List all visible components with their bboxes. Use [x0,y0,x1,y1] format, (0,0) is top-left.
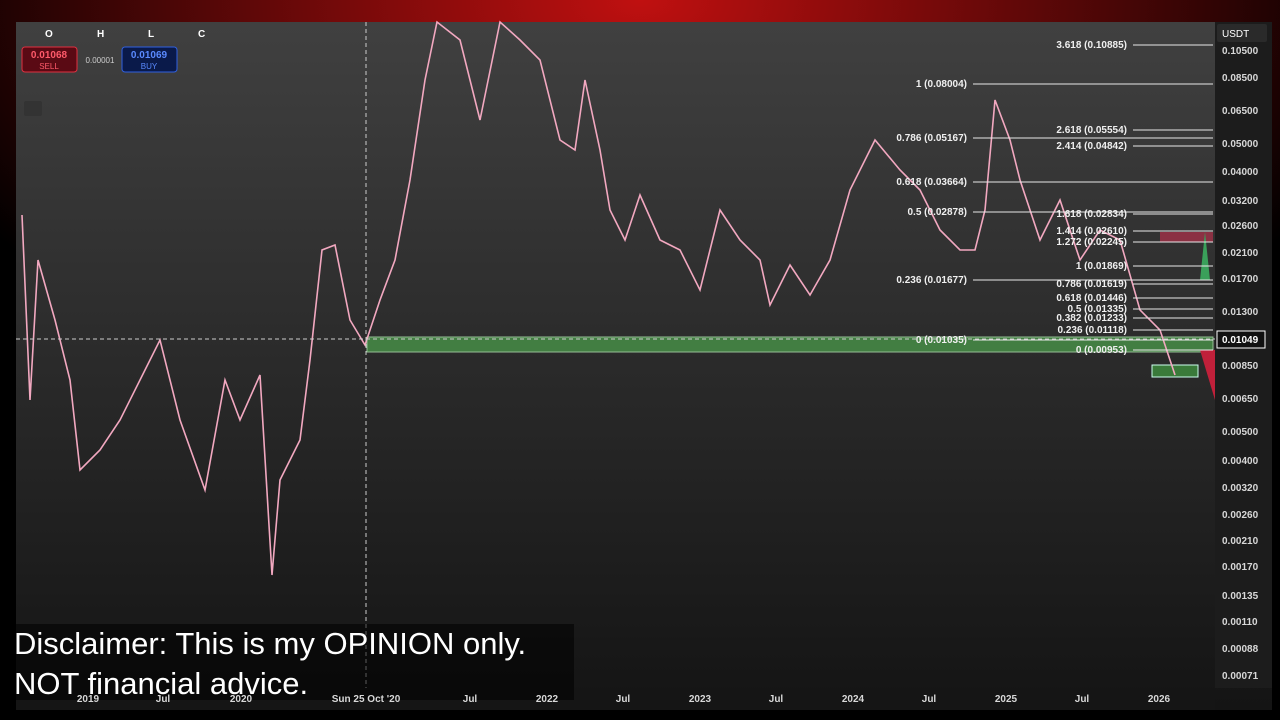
price-tick-label: 0.01300 [1222,307,1259,318]
price-tick-label: 0.02600 [1222,221,1259,232]
price-tick-label: 0.00135 [1222,591,1259,602]
time-tick-label: Jul [769,694,784,705]
up-arrow [1200,232,1210,280]
sell-label: SELL [39,62,59,71]
fib-label: 3.618 (0.10885) [1056,40,1127,51]
time-tick-label: 2022 [536,694,559,705]
price-tick-label: 0.00850 [1222,361,1259,372]
price-tick-label: 0.00071 [1222,671,1259,682]
fib-label: 1 (0.08004) [916,79,967,90]
price-tick-label: 0.08500 [1222,73,1259,84]
support-zone [366,336,1214,353]
time-tick-label: Jul [922,694,937,705]
time-tick-label: Jul [463,694,478,705]
buy-label: BUY [141,62,158,71]
ohlc-label: C [198,29,205,40]
price-tick-label: 0.00110 [1222,617,1258,628]
time-tick-label: Sun 25 Oct '20 [332,694,401,705]
fib-label: 0.382 (0.01233) [1056,313,1127,324]
price-tick-label: 0.00088 [1222,644,1259,655]
ohlc-label: L [148,29,154,40]
price-tick-label: 0.10500 [1222,46,1259,57]
currency-button[interactable] [1217,24,1267,42]
fib-label: 2.618 (0.05554) [1056,125,1127,136]
collapse-button[interactable] [24,101,42,116]
price-tick-label: 0.01700 [1222,274,1259,285]
price-tick-label: 0.00500 [1222,427,1259,438]
fib-label: 1.272 (0.02245) [1056,237,1127,248]
price-tick-label: 0.00210 [1222,536,1259,547]
ohlc-label: H [97,29,104,40]
fib-label: 0 (0.00953) [1076,345,1127,356]
disclaimer-line: Disclaimer: This is my OPINION only. [14,626,526,661]
time-tick-label: 2020 [230,694,253,705]
fib-label: 0.618 (0.03664) [896,177,967,188]
fib-label: 0.618 (0.01446) [1056,293,1127,304]
last-price: 0.01049 [1222,335,1259,346]
time-tick-label: 2023 [689,694,712,705]
resistance-box [1160,232,1213,242]
fib-label: 0.236 (0.01118) [1057,325,1127,336]
fib-label: 1.618 (0.02834) [1056,209,1127,220]
price-tick-label: 0.05000 [1222,139,1259,150]
fib-label: 2.414 (0.04842) [1056,141,1127,152]
fib-label: 0.5 (0.02878) [908,207,968,218]
fib-label: 0.786 (0.01619) [1056,279,1127,290]
down-arrow [1200,350,1215,400]
price-tick-label: 0.00400 [1222,456,1259,467]
price-axis-panel [1215,22,1272,688]
price-tick-label: 0.00650 [1222,394,1259,405]
time-tick-label: Jul [1075,694,1090,705]
last-price-tag [1216,330,1266,349]
fib-label: 0.5 (0.01335) [1068,304,1128,315]
disclaimer-line: NOT financial advice. [14,666,308,701]
time-tick-label: 2026 [1148,694,1171,705]
currency: USDT [1222,29,1249,40]
sell-button[interactable] [21,46,78,73]
price-tick-label: 0.03200 [1222,196,1259,207]
fib-label: 1.414 (0.02610) [1056,226,1127,237]
price-tick-label: 0.06500 [1222,106,1259,117]
fib-label: 0.786 (0.05167) [896,133,967,144]
sell-price: 0.01068 [31,50,68,61]
target-box [1151,364,1199,378]
price-path [21,20,1176,576]
spread: 0.00001 [86,56,115,65]
time-tick-label: 2019 [77,694,100,705]
time-tick-label: 2024 [842,694,865,705]
price-tick-label: 0.02100 [1222,248,1259,259]
fib-label: 1 (0.01869) [1076,261,1127,272]
time-tick-label: Jul [616,694,631,705]
fib-label: 0 (0.01035) [916,335,967,346]
time-tick-label: Jul [156,694,171,705]
disclaimer-bg [8,624,574,700]
fib-label: 0.236 (0.01677) [896,275,967,286]
chart-area [16,22,1272,710]
price-tick-label: 0.00170 [1222,562,1259,573]
time-tick-label: 2025 [995,694,1018,705]
buy-price: 0.01069 [131,50,168,61]
buy-button[interactable] [121,46,178,73]
ohlc-label: O [45,29,53,40]
price-tick-label: 0.00260 [1222,510,1259,521]
price-tick-label: 0.04000 [1222,167,1259,178]
price-tick-label: 0.00320 [1222,483,1259,494]
